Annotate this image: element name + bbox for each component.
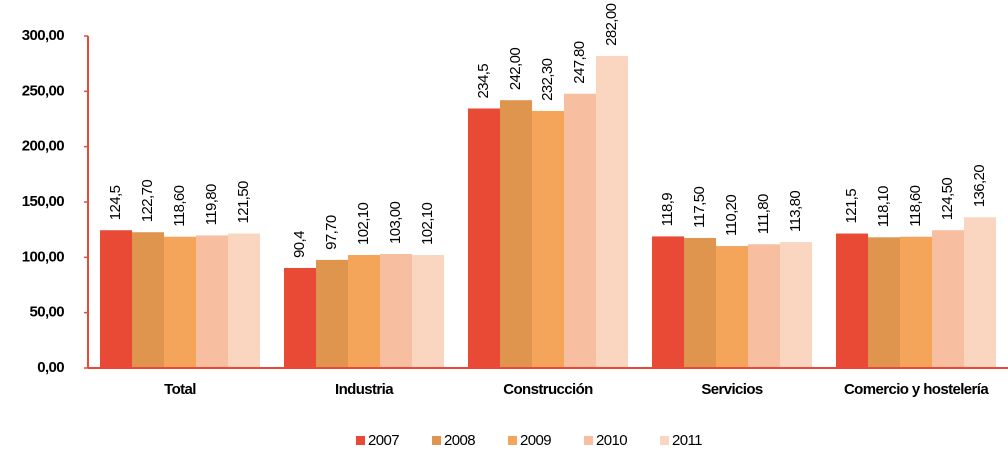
- value-label: 124,5: [107, 185, 124, 220]
- bar: [532, 110, 564, 369]
- bar: [468, 108, 500, 368]
- value-label: 111,80: [755, 194, 772, 234]
- legend-swatch: [584, 436, 593, 445]
- y-tick-label: 250,00: [22, 82, 65, 99]
- bar: [132, 232, 164, 368]
- legend-label: 2009: [520, 432, 551, 449]
- value-label: 119,80: [203, 184, 220, 225]
- value-label: 103,00: [387, 201, 404, 244]
- bar: [684, 237, 716, 368]
- y-tick-label: 150,00: [22, 193, 65, 210]
- bar: [596, 55, 628, 369]
- y-tick-label: 300,00: [22, 27, 65, 44]
- x-tick-label: Comercio y hostelería: [844, 381, 989, 398]
- x-tick-label: Construcción: [503, 381, 593, 398]
- value-label: 102,10: [419, 202, 436, 245]
- legend-swatch: [432, 436, 441, 445]
- bar: [380, 254, 412, 368]
- y-tick-label: 100,00: [22, 248, 65, 265]
- legend-swatch: [508, 436, 517, 445]
- bar: [316, 259, 348, 368]
- legend-label: 2007: [368, 432, 399, 449]
- bar: [228, 233, 260, 368]
- bar: [412, 255, 444, 368]
- value-label: 242,00: [507, 48, 524, 91]
- y-tick-label: 50,00: [29, 304, 64, 321]
- bar: [748, 244, 780, 368]
- bar: [196, 235, 228, 368]
- x-tick-label: Total: [164, 381, 196, 398]
- bar: [564, 93, 596, 368]
- bar: [284, 267, 316, 368]
- bar: [716, 246, 748, 368]
- value-label: 110,20: [723, 195, 740, 236]
- value-label: 102,10: [355, 202, 372, 245]
- x-tick-label: Industria: [335, 381, 394, 398]
- bar: [964, 217, 996, 368]
- bar: [100, 230, 132, 368]
- value-label: 117,50: [691, 187, 708, 228]
- value-label: 124,50: [939, 178, 956, 221]
- bar: [780, 242, 812, 368]
- value-label: 90,4: [291, 231, 308, 258]
- value-label: 234,5: [475, 64, 492, 99]
- value-label: 118,60: [171, 185, 188, 226]
- value-label: 97,70: [323, 215, 340, 250]
- value-label: 118,9: [659, 193, 676, 227]
- legend-swatch: [660, 436, 669, 445]
- value-label: 121,50: [235, 181, 252, 224]
- bar: [868, 237, 900, 368]
- y-tick-label: 0,00: [37, 359, 64, 376]
- legend-swatch: [356, 436, 365, 445]
- value-label: 282,00: [603, 3, 620, 46]
- bar: [900, 236, 932, 368]
- value-label: 247,80: [571, 41, 588, 84]
- bar: [932, 230, 964, 368]
- bar: [500, 100, 532, 368]
- value-label: 118,10: [875, 186, 892, 227]
- value-label: 121,5: [843, 189, 860, 224]
- value-label: 113,80: [787, 191, 804, 232]
- value-label: 118,60: [907, 185, 924, 226]
- bar: [348, 255, 380, 368]
- bar: [836, 233, 868, 368]
- bar: [164, 236, 196, 368]
- legend-label: 2008: [444, 432, 475, 449]
- legend-label: 2010: [596, 432, 627, 449]
- legend-label: 2011: [672, 432, 702, 449]
- x-tick-label: Servicios: [701, 381, 763, 398]
- y-tick-label: 200,00: [22, 138, 65, 155]
- value-label: 136,20: [971, 165, 988, 208]
- value-label: 232,30: [539, 58, 556, 101]
- bar: [652, 236, 684, 368]
- value-label: 122,70: [139, 180, 156, 223]
